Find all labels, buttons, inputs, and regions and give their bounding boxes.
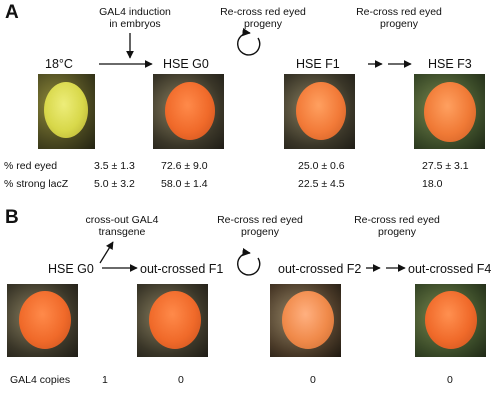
panel-label-b: B bbox=[5, 207, 19, 228]
annotation-recross-b1-line1: Re-cross red eyed bbox=[217, 214, 303, 226]
stage-b-outcrossed-f2: out-crossed F2 bbox=[278, 262, 362, 276]
annotation-recross-b1-line2: progeny bbox=[241, 226, 279, 238]
annotation-recross-a1: Re-cross red eyed progeny bbox=[208, 6, 318, 30]
annotation-recross-a2-line1: Re-cross red eyed bbox=[356, 6, 442, 18]
arrow-crossout-branch bbox=[99, 241, 114, 264]
annotation-crossout-gal4: cross-out GAL4 transgene bbox=[72, 214, 172, 238]
value-lacz-f3: 18.0 bbox=[422, 178, 443, 190]
row-label-strong-lacz: % strong lacZ bbox=[4, 178, 69, 190]
value-copies-g0: 1 bbox=[102, 374, 108, 386]
value-red-eyed-g0: 72.6 ± 9.0 bbox=[161, 160, 208, 172]
stage-a-hse-f3: HSE F3 bbox=[428, 57, 472, 71]
eye-photo-a-hse-g0 bbox=[153, 74, 224, 149]
annotation-gal4-induction-line1: GAL4 induction bbox=[99, 6, 171, 18]
circular-arrow-icon-b bbox=[237, 247, 261, 276]
stage-b-hse-g0: HSE G0 bbox=[48, 262, 94, 276]
value-copies-f1: 0 bbox=[178, 374, 184, 386]
annotation-recross-a1-line2: progeny bbox=[244, 18, 282, 30]
eye-photo-a-hse-f3 bbox=[414, 74, 485, 149]
value-red-eyed-f1: 25.0 ± 0.6 bbox=[298, 160, 345, 172]
annotation-crossout-gal4-line2: transgene bbox=[98, 226, 146, 238]
stage-a-hse-f1: HSE F1 bbox=[296, 57, 340, 71]
value-copies-f4: 0 bbox=[447, 374, 453, 386]
annotation-gal4-induction-line2: in embryos bbox=[109, 18, 161, 30]
annotation-gal4-induction: GAL4 induction in embryos bbox=[80, 6, 190, 30]
eye-photo-a-18c bbox=[38, 74, 95, 149]
stage-b-outcrossed-f4: out-crossed F4 bbox=[408, 262, 492, 276]
eye-photo-b-outcrossed-f4 bbox=[415, 284, 486, 357]
value-red-eyed-f3: 27.5 ± 3.1 bbox=[422, 160, 469, 172]
annotation-recross-a2-line2: progeny bbox=[380, 18, 418, 30]
row-label-gal4-copies: GAL4 copies bbox=[10, 374, 71, 386]
value-lacz-18c: 5.0 ± 3.2 bbox=[94, 178, 135, 190]
value-lacz-g0: 58.0 ± 1.4 bbox=[161, 178, 208, 190]
annotation-recross-b2-line1: Re-cross red eyed bbox=[354, 214, 440, 226]
annotation-recross-b2-line2: progeny bbox=[378, 226, 416, 238]
annotation-crossout-gal4-line1: cross-out GAL4 bbox=[85, 214, 159, 226]
stage-a-18c: 18°C bbox=[45, 57, 73, 71]
eye-photo-a-hse-f1 bbox=[284, 74, 355, 149]
circular-arrow-icon-a bbox=[237, 27, 261, 56]
annotation-recross-b2: Re-cross red eyed progeny bbox=[342, 214, 452, 238]
eye-photo-b-hse-g0 bbox=[7, 284, 78, 357]
value-red-eyed-18c: 3.5 ± 1.3 bbox=[94, 160, 135, 172]
value-lacz-f1: 22.5 ± 4.5 bbox=[298, 178, 345, 190]
annotation-recross-a1-line1: Re-cross red eyed bbox=[220, 6, 306, 18]
annotation-recross-b1: Re-cross red eyed progeny bbox=[205, 214, 315, 238]
eye-photo-b-outcrossed-f2 bbox=[270, 284, 341, 357]
stage-b-outcrossed-f1: out-crossed F1 bbox=[140, 262, 224, 276]
annotation-recross-a2: Re-cross red eyed progeny bbox=[344, 6, 454, 30]
panel-label-a: A bbox=[5, 2, 19, 23]
eye-photo-b-outcrossed-f1 bbox=[137, 284, 208, 357]
row-label-red-eyed: % red eyed bbox=[4, 160, 58, 172]
value-copies-f2: 0 bbox=[310, 374, 316, 386]
stage-a-hse-g0: HSE G0 bbox=[163, 57, 209, 71]
